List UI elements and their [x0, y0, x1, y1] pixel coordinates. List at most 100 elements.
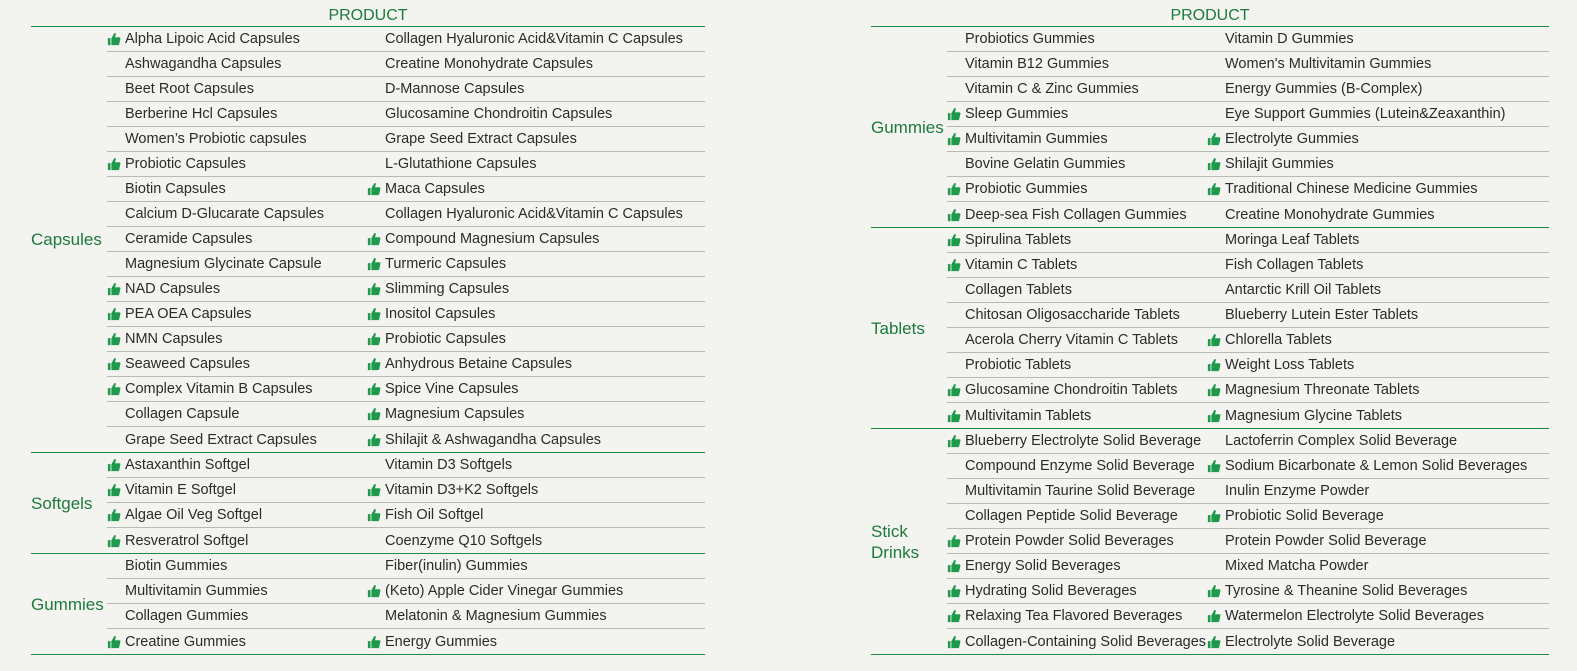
table-header: PRODUCT: [31, 5, 705, 27]
product-cell: Glucosamine Chondroitin Tablets: [947, 378, 1207, 402]
product-cell: Women's Multivitamin Gummies: [1207, 52, 1549, 76]
category-section: Capsules Alpha Lipoic Acid Capsules Collag…: [31, 27, 705, 453]
product-name: Maca Capsules: [385, 181, 485, 197]
thumbs-up-icon: [367, 256, 385, 272]
table-row: Grape Seed Extract Capsules Shilajit & As…: [107, 427, 705, 452]
product-rows: Biotin Gummies Fiber(inulin) Gummies Multi…: [107, 554, 705, 654]
table-row: Berberine Hcl Capsules Glucosamine Chondr…: [107, 102, 705, 127]
table-row: Biotin Gummies Fiber(inulin) Gummies: [107, 554, 705, 579]
product-name: Compound Magnesium Capsules: [385, 231, 600, 247]
product-name: PEA OEA Capsules: [125, 306, 252, 322]
product-name: Inositol Capsules: [385, 306, 496, 322]
product-cell: Eye Support Gummies (Lutein&Zeaxanthin): [1207, 102, 1549, 126]
product-name: Multivitamin Gummies: [965, 131, 1108, 147]
product-name: Multivitamin Taurine Solid Beverage: [965, 483, 1196, 499]
icon-placeholder: [367, 156, 385, 172]
product-cell: Probiotic Capsules: [107, 152, 367, 176]
product-name: Spice Vine Capsules: [385, 381, 519, 397]
thumbs-up-icon: [1207, 382, 1225, 398]
thumbs-up-icon: [947, 106, 965, 122]
icon-placeholder: [947, 81, 965, 97]
product-name: Collagen Capsule: [125, 406, 240, 422]
product-cell: Collagen Hyaluronic Acid&Vitamin C Capsu…: [367, 27, 705, 51]
category-label: Gummies: [31, 594, 104, 614]
product-name: Blueberry Lutein Ester Tablets: [1225, 307, 1419, 323]
product-cell: Moringa Leaf Tablets: [1207, 228, 1549, 252]
thumbs-up-icon: [367, 231, 385, 247]
product-name: Complex Vitamin B Capsules: [125, 381, 313, 397]
product-name: Energy Gummies: [385, 633, 498, 650]
thumbs-up-icon: [1207, 332, 1225, 348]
table-row: Women’s Probiotic capsules Grape Seed Ext…: [107, 127, 705, 152]
icon-placeholder: [1207, 483, 1225, 499]
icon-placeholder: [367, 56, 385, 72]
table-row: Vitamin E Softgel Vitamin D3+K2 Softgels: [107, 478, 705, 503]
table-header: PRODUCT: [871, 5, 1549, 27]
thumbs-up-icon: [107, 533, 125, 549]
product-name: Protein Powder Solid Beverage: [1225, 533, 1427, 549]
product-name: Vitamin C Tablets: [965, 257, 1078, 273]
thumbs-up-icon: [107, 507, 125, 523]
product-cell: Vitamin B12 Gummies: [947, 52, 1207, 76]
product-cell: Sleep Gummies: [947, 102, 1207, 126]
table-row: Complex Vitamin B Capsules Spice Vine Cap…: [107, 377, 705, 402]
product-name: Creatine Monohydrate Gummies: [1225, 206, 1435, 223]
product-name: Fiber(inulin) Gummies: [385, 558, 528, 574]
product-cell: Probiotic Tablets: [947, 353, 1207, 377]
product-name: Sodium Bicarbonate & Lemon Solid Beverag…: [1225, 458, 1528, 474]
product-cell: Inositol Capsules: [367, 302, 705, 326]
product-cell: Magnesium Glycine Tablets: [1207, 403, 1549, 428]
product-cell: Probiotics Gummies: [947, 27, 1207, 51]
thumbs-up-icon: [1207, 583, 1225, 599]
table-row: Resveratrol Softgel Coenzyme Q10 Softgels: [107, 528, 705, 553]
thumbs-up-icon: [1207, 357, 1225, 373]
product-name: Chlorella Tablets: [1225, 332, 1332, 348]
product-cell: Tyrosine & Theanine Solid Beverages: [1207, 579, 1549, 603]
icon-placeholder: [367, 608, 385, 624]
table-row: Vitamin C Tablets Fish Collagen Tablets: [947, 253, 1549, 278]
product-cell: Magnesium Capsules: [367, 402, 705, 426]
product-name: Multivitamin Tablets: [965, 407, 1092, 424]
table-row: Acerola Cherry Vitamin C Tablets Chlorell…: [947, 328, 1549, 353]
thumbs-up-icon: [947, 257, 965, 273]
table-row: Biotin Capsules Maca Capsules: [107, 177, 705, 202]
product-name: Slimming Capsules: [385, 281, 510, 297]
product-name: Collagen Tablets: [965, 282, 1072, 298]
product-cell: Protein Powder Solid Beverages: [947, 529, 1207, 553]
product-name: Resveratrol Softgel: [125, 532, 249, 549]
product-cell: Weight Loss Tablets: [1207, 353, 1549, 377]
product-cell: Multivitamin Gummies: [947, 127, 1207, 151]
category-label: Gummies: [871, 117, 944, 137]
product-cell: Collagen-Containing Solid Beverages: [947, 629, 1207, 654]
product-name: Probiotic Tablets: [965, 357, 1072, 373]
icon-placeholder: [367, 131, 385, 147]
product-name: Vitamin B12 Gummies: [965, 56, 1109, 72]
category-label: Stick Drinks: [871, 521, 920, 562]
table-row: Creatine Gummies Energy Gummies: [107, 629, 705, 654]
product-name: Ceramide Capsules: [125, 231, 253, 247]
icon-placeholder: [947, 56, 965, 72]
product-cell: Probiotic Solid Beverage: [1207, 504, 1549, 528]
thumbs-up-icon: [1207, 458, 1225, 474]
product-name: Spirulina Tablets: [965, 232, 1072, 248]
product-cell: Vitamin D Gummies: [1207, 27, 1549, 51]
thumbs-up-icon: [367, 331, 385, 347]
product-name: Weight Loss Tablets: [1225, 357, 1355, 373]
product-name: Creatine Monohydrate Capsules: [385, 56, 593, 72]
thumbs-up-icon: [367, 356, 385, 372]
product-name: Bovine Gelatin Gummies: [965, 156, 1126, 172]
product-name: Traditional Chinese Medicine Gummies: [1225, 181, 1478, 197]
product-cell: Fiber(inulin) Gummies: [367, 554, 705, 578]
table-row: Probiotic Gummies Traditional Chinese Med…: [947, 177, 1549, 202]
product-cell: Ashwagandha Capsules: [107, 52, 367, 76]
product-cell: Beet Root Capsules: [107, 77, 367, 101]
product-name: Astaxanthin Softgel: [125, 457, 250, 473]
product-cell: Shilajit & Ashwagandha Capsules: [367, 427, 705, 452]
icon-placeholder: [947, 307, 965, 323]
product-cell: Collagen Gummies: [107, 604, 367, 628]
product-cell: Chlorella Tablets: [1207, 328, 1549, 352]
table-row: Energy Solid Beverages Mixed Matcha Powde…: [947, 554, 1549, 579]
thumbs-up-icon: [947, 382, 965, 398]
thumbs-up-icon: [1207, 181, 1225, 197]
thumbs-up-icon: [107, 356, 125, 372]
